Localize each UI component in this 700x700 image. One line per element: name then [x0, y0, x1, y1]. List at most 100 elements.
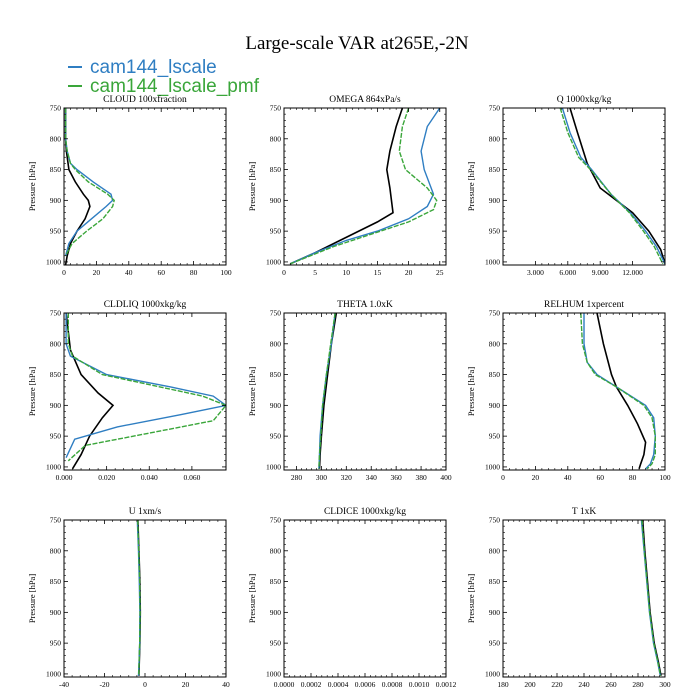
- x-tick-label: 260: [605, 680, 617, 689]
- y-tick-label: 1000: [266, 257, 281, 266]
- y-tick-label: 1000: [46, 257, 61, 266]
- x-tick-label: 9.000: [592, 268, 609, 277]
- y-tick-label: 1000: [485, 257, 500, 266]
- y-tick-label: 900: [489, 196, 501, 205]
- y-tick-label: 900: [270, 401, 282, 410]
- series-line-cam144-lscale-pmf: [559, 108, 664, 265]
- panel-title: OMEGA 864xPa/s: [329, 95, 401, 105]
- x-tick-label: 0.0010: [409, 680, 430, 689]
- y-tick-label: 1000: [266, 462, 281, 471]
- panel-title: CLDICE 1000xkg/kg: [324, 507, 406, 517]
- x-tick-label: 220: [551, 680, 563, 689]
- y-tick-label: 850: [489, 165, 501, 174]
- y-tick-label: 1000: [266, 669, 281, 678]
- y-tick-label: 750: [489, 309, 501, 318]
- panel-title: U 1xm/s: [129, 507, 162, 517]
- x-tick-label: 0.0006: [355, 680, 376, 689]
- series-line-reference-black: [65, 313, 115, 470]
- series-line-cam144-lscale-pmf: [137, 520, 141, 676]
- x-tick-label: 300: [316, 473, 328, 482]
- y-tick-label: 950: [489, 639, 501, 648]
- y-tick-label: 1000: [485, 462, 500, 471]
- y-axis-label: Pressure [hPa]: [247, 162, 257, 212]
- series-line-reference-black: [64, 108, 91, 265]
- y-tick-label: 800: [489, 134, 501, 143]
- y-tick-label: 950: [50, 639, 62, 648]
- x-tick-label: 400: [440, 473, 452, 482]
- series-line-cam144-lscale-pmf: [641, 520, 662, 676]
- x-tick-label: 0.000: [56, 473, 73, 482]
- x-tick-label: 15: [374, 268, 382, 277]
- y-tick-label: 850: [270, 165, 282, 174]
- x-tick-label: 20: [93, 268, 101, 277]
- x-tick-label: 360: [391, 473, 403, 482]
- x-tick-label: 20: [405, 268, 413, 277]
- y-axis-label: Pressure [hPa]: [27, 574, 37, 624]
- y-axis-label: Pressure [hPa]: [466, 367, 476, 417]
- y-tick-label: 800: [270, 134, 282, 143]
- chart-panel: OMEGA 864xPa/s Pressure [hPa] 750 800 850 900…: [247, 95, 447, 277]
- y-tick-label: 800: [50, 546, 62, 555]
- series-line-cam144-lscale-pmf: [318, 313, 336, 469]
- y-tick-label: 850: [50, 370, 62, 379]
- x-tick-label: 3.000: [527, 268, 544, 277]
- plot-frame: [283, 107, 447, 266]
- y-axis-label: Pressure [hPa]: [466, 574, 476, 624]
- x-tick-label: 240: [578, 680, 590, 689]
- y-tick-label: 800: [489, 546, 501, 555]
- x-tick-label: 340: [366, 473, 378, 482]
- series-line-reference-black: [596, 313, 647, 470]
- chart-panel: Q 1000xkg/kg Pressure [hPa] 750 800 850 900 95…: [466, 95, 666, 277]
- y-tick-label: 950: [489, 432, 501, 441]
- series-line-reference-black: [569, 108, 665, 265]
- y-axis-label: Pressure [hPa]: [27, 367, 37, 417]
- y-tick-label: 750: [50, 516, 62, 525]
- y-tick-label: 750: [50, 104, 62, 113]
- x-tick-label: 60: [157, 268, 165, 277]
- y-tick-label: 750: [270, 104, 282, 113]
- y-tick-label: 800: [50, 134, 62, 143]
- y-axis-label: Pressure [hPa]: [466, 162, 476, 212]
- plot-frame: [502, 519, 666, 678]
- plot-frame: [63, 107, 227, 266]
- x-tick-label: 0.0004: [328, 680, 349, 689]
- x-tick-label: 0: [501, 473, 505, 482]
- y-tick-label: 850: [270, 370, 282, 379]
- legend-label-cam144-lscale-pmf: cam144_lscale_pmf: [90, 76, 260, 97]
- series-line-cam144-lscale: [65, 313, 226, 458]
- x-tick-label: 80: [629, 473, 637, 482]
- x-tick-label: 60: [596, 473, 604, 482]
- y-tick-label: 1000: [485, 669, 500, 678]
- legend-label-cam144-lscale: cam144_lscale: [90, 57, 217, 78]
- y-axis-label: Pressure [hPa]: [247, 367, 257, 417]
- x-tick-label: 40: [222, 680, 230, 689]
- x-tick-label: 300: [659, 680, 671, 689]
- x-tick-label: 180: [497, 680, 509, 689]
- series-line-cam144-lscale-pmf: [67, 313, 226, 462]
- x-tick-label: 280: [291, 473, 303, 482]
- panel-title: T 1xK: [572, 507, 597, 517]
- series-line-cam144-lscale-pmf: [580, 313, 656, 470]
- x-tick-label: 0.0012: [436, 680, 457, 689]
- y-tick-label: 800: [270, 339, 282, 348]
- y-axis-label: Pressure [hPa]: [247, 574, 257, 624]
- x-tick-label: 10: [343, 268, 351, 277]
- y-tick-label: 900: [50, 608, 62, 617]
- x-tick-label: 100: [659, 473, 671, 482]
- chart-panel: THETA 1.0xK Pressure [hPa] 750 800 850 900 950…: [247, 300, 452, 482]
- y-tick-label: 950: [270, 639, 282, 648]
- panel-title: CLDLIQ 1000xkg/kg: [104, 300, 187, 310]
- plot-frame: [502, 312, 666, 471]
- y-tick-label: 900: [489, 608, 501, 617]
- x-tick-label: 0.060: [183, 473, 200, 482]
- y-tick-label: 850: [50, 577, 62, 586]
- panel-title: RELHUM 1xpercent: [544, 300, 624, 310]
- x-tick-label: 0: [282, 268, 286, 277]
- y-tick-label: 850: [489, 370, 501, 379]
- y-tick-label: 900: [50, 196, 62, 205]
- y-tick-label: 1000: [46, 669, 61, 678]
- series-line-cam144-lscale: [289, 108, 441, 265]
